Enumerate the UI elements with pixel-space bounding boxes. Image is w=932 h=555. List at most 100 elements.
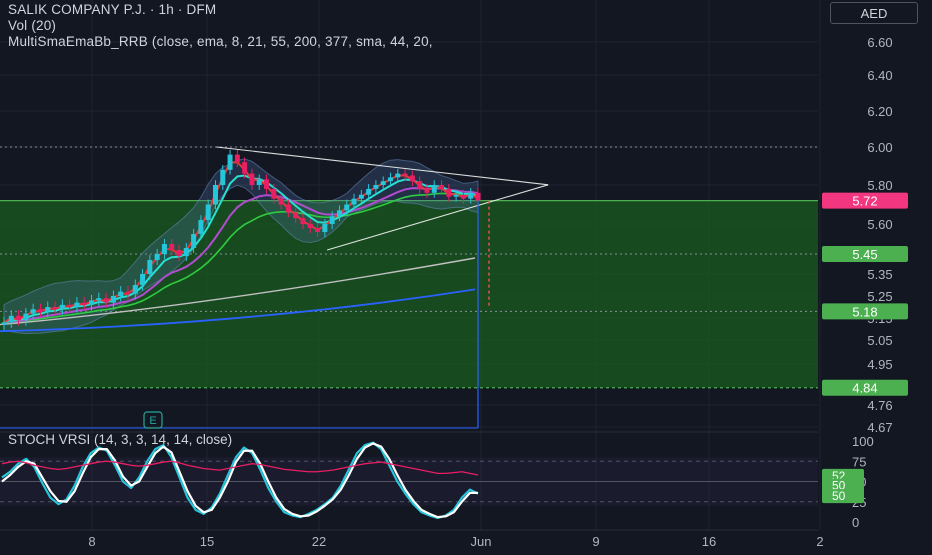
time-axis-label: 9 xyxy=(592,534,599,549)
candle-body xyxy=(183,248,189,256)
price-badge-label: 5.45 xyxy=(852,247,877,262)
candle-body xyxy=(336,210,342,217)
candle-body xyxy=(89,300,95,305)
candle-body xyxy=(191,234,197,248)
candle-body xyxy=(176,250,182,256)
price-axis-label: 6.40 xyxy=(867,68,892,83)
time-axis-label: Jun xyxy=(471,534,492,549)
candle-body xyxy=(161,244,167,254)
candle-body xyxy=(154,254,160,260)
candle-body xyxy=(1,322,7,325)
stoch-value-badge xyxy=(822,489,864,504)
candle-body xyxy=(132,285,138,294)
stoch-series-line xyxy=(1,441,479,520)
candle-body xyxy=(351,198,357,205)
candle-body xyxy=(329,216,335,224)
price-badge-label: 5.72 xyxy=(852,194,877,209)
candle-body xyxy=(8,315,14,323)
time-axis-label: 15 xyxy=(200,534,214,549)
candle-body xyxy=(147,260,153,274)
stoch-indicator-label: STOCH VRSI (14, 3, 3, 14, 14, close) xyxy=(8,432,233,447)
price-badge xyxy=(822,246,908,262)
stoch-value-label: 50 xyxy=(832,489,846,503)
candle-body xyxy=(264,179,270,189)
candle-body xyxy=(402,173,408,176)
price-badge xyxy=(822,192,908,209)
volume-label: Vol (20) xyxy=(8,18,57,33)
candle-body xyxy=(169,244,175,250)
candle-body xyxy=(358,194,364,199)
price-axis-label: 6.20 xyxy=(867,104,892,119)
candle-body xyxy=(278,198,284,205)
candle-body xyxy=(373,185,379,189)
triangle-trendline xyxy=(216,146,549,186)
candle-body xyxy=(74,302,80,307)
candle-body xyxy=(395,173,401,178)
earnings-event-marker xyxy=(143,411,163,429)
candle-body xyxy=(52,307,58,310)
candle-body xyxy=(424,188,430,193)
triangle-trendline xyxy=(326,184,549,251)
candle-body xyxy=(45,307,51,312)
candle-body xyxy=(256,179,262,185)
price-badge xyxy=(822,303,908,320)
candle-body xyxy=(81,302,87,305)
price-badge xyxy=(822,379,908,396)
price-axis-label: 6.60 xyxy=(867,35,892,50)
candle-body xyxy=(140,274,146,285)
price-axis-label: 5.35 xyxy=(867,267,892,282)
stoch-series-line xyxy=(1,442,478,519)
candle-body xyxy=(96,298,102,301)
candle-body xyxy=(198,220,204,234)
time-axis-label: 16 xyxy=(702,534,716,549)
candle-body xyxy=(439,185,445,189)
price-axis-label: 5.05 xyxy=(867,333,892,348)
time-axis-label: 8 xyxy=(88,534,95,549)
candle-body xyxy=(307,224,313,228)
stoch-value-label: 50 xyxy=(832,479,846,493)
stoch-series-line xyxy=(1,460,479,476)
ema-377-line xyxy=(0,288,476,333)
candle-body xyxy=(205,204,211,221)
indicator-label: MultiSmaEmaBb_RRB (close, ema, 8, 21, 55… xyxy=(8,34,433,49)
candle-body xyxy=(366,188,372,195)
candle-body xyxy=(67,304,73,307)
stoch-axis-label: 0 xyxy=(852,515,859,530)
price-axis-label: 4.95 xyxy=(867,357,892,372)
candle-body xyxy=(242,162,248,174)
candle-body xyxy=(380,181,386,185)
candle-body xyxy=(212,185,218,205)
price-axis-label: 4.67 xyxy=(867,420,892,435)
candle-body xyxy=(271,188,277,199)
candle-body xyxy=(475,192,481,201)
candle-body xyxy=(293,212,299,219)
price-axis-label: 6.00 xyxy=(867,140,892,155)
candle-body xyxy=(16,315,22,321)
candle-body xyxy=(110,296,116,303)
candle-body xyxy=(387,177,393,182)
time-axis-label: 2 xyxy=(816,534,823,549)
ema-200-line xyxy=(0,257,476,326)
price-axis-label: 5.80 xyxy=(867,178,892,193)
candle-body xyxy=(300,218,306,224)
time-axis-label: 22 xyxy=(312,534,326,549)
candle-body xyxy=(344,204,350,211)
candle-body xyxy=(59,304,65,310)
currency-button[interactable]: AED xyxy=(830,2,918,24)
candle-body xyxy=(460,194,466,199)
earnings-event-label: E xyxy=(149,415,156,427)
stoch-axis-label: 100 xyxy=(852,434,874,449)
candle-body xyxy=(234,154,240,163)
candle-body xyxy=(30,309,36,314)
candle-body xyxy=(220,169,226,185)
price-axis-label: 5.60 xyxy=(867,217,892,232)
candle-body xyxy=(249,173,255,185)
candle-body xyxy=(446,188,452,197)
candle-body xyxy=(23,313,29,321)
price-badge-label: 4.84 xyxy=(852,381,877,396)
candle-body xyxy=(103,298,109,303)
ema-55-line xyxy=(3,192,479,324)
candle-body xyxy=(468,192,474,199)
